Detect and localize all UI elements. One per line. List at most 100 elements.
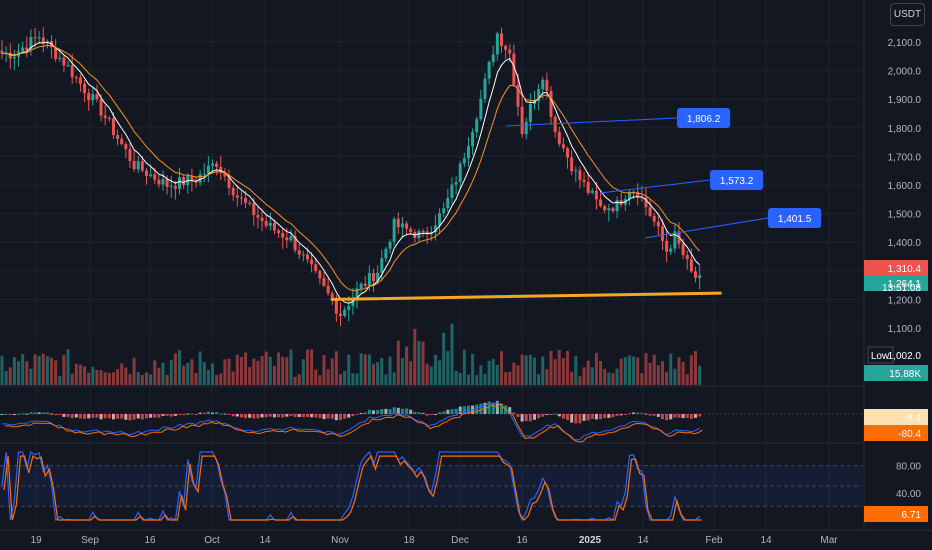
currency-button[interactable]: USDT bbox=[890, 3, 925, 26]
macd-histogram-bar bbox=[491, 402, 495, 414]
candle-body bbox=[615, 200, 619, 212]
candle-body bbox=[107, 118, 111, 120]
macd-histogram-bar bbox=[78, 414, 82, 419]
volume-bar bbox=[578, 376, 582, 385]
macd-histogram-bar bbox=[256, 414, 260, 419]
callout-badge[interactable] bbox=[768, 208, 822, 228]
price-tick-label: 1,400.0 bbox=[888, 238, 922, 249]
low-value: 1,002.0 bbox=[888, 351, 922, 362]
time-tick-label: 18 bbox=[403, 535, 415, 546]
macd-histogram-bar bbox=[528, 414, 532, 422]
candle-body bbox=[512, 53, 516, 85]
volume-bar bbox=[454, 370, 458, 385]
time-tick-label: 16 bbox=[144, 535, 156, 546]
candle-body bbox=[318, 271, 322, 279]
macd-histogram-bar bbox=[545, 414, 549, 415]
volume-bar bbox=[417, 340, 421, 385]
candle-body bbox=[520, 106, 524, 135]
volume-bar bbox=[553, 359, 557, 385]
candle-body bbox=[541, 79, 545, 90]
volume-bar bbox=[615, 368, 619, 385]
volume-bar bbox=[227, 358, 231, 385]
candle-body bbox=[116, 135, 120, 139]
macd-histogram-bar bbox=[248, 414, 252, 418]
macd-histogram-bar bbox=[462, 406, 466, 414]
volume-bar bbox=[260, 355, 264, 385]
macd-histogram-bar bbox=[669, 414, 673, 420]
candle-body bbox=[305, 254, 309, 260]
macd-histogram-bar bbox=[384, 408, 388, 414]
price-callouts[interactable]: 1,806.2 1,573.2 1,401.5 bbox=[505, 108, 822, 239]
volume-bar bbox=[533, 357, 537, 385]
candle-body bbox=[388, 241, 392, 249]
candle-body bbox=[289, 236, 293, 241]
volume-bar bbox=[640, 373, 644, 385]
callout-badge[interactable] bbox=[710, 170, 764, 190]
macd-histogram-bar bbox=[285, 414, 289, 417]
low-label: Low bbox=[871, 351, 890, 362]
price-tick-label: 1,600.0 bbox=[888, 181, 922, 192]
macd-histogram-bar bbox=[186, 413, 190, 415]
candle-body bbox=[70, 65, 74, 78]
volume-bar bbox=[95, 369, 99, 385]
candle-body bbox=[652, 215, 656, 222]
macd-histogram-bar bbox=[524, 414, 528, 422]
candle-body bbox=[363, 283, 367, 286]
macd-histogram-bar bbox=[293, 414, 297, 418]
macd-histogram-bar bbox=[50, 413, 54, 415]
volume-bar bbox=[557, 349, 561, 385]
candle-body bbox=[41, 37, 45, 44]
macd-histogram-bar bbox=[681, 414, 685, 419]
candle-body bbox=[103, 115, 107, 119]
volume-bar bbox=[144, 372, 148, 385]
callout-badge[interactable] bbox=[677, 108, 731, 128]
macd-histogram-bar bbox=[677, 414, 681, 418]
macd-histogram-bar bbox=[289, 414, 293, 416]
candle-body bbox=[594, 190, 598, 200]
volume-bar bbox=[380, 358, 384, 385]
candle-body bbox=[669, 248, 673, 252]
macd-histogram-value: -6.4 bbox=[904, 413, 922, 424]
volume-bar bbox=[590, 367, 594, 385]
macd-histogram-bar bbox=[83, 414, 87, 419]
volume-bar bbox=[54, 360, 58, 385]
volume-bar bbox=[685, 374, 689, 385]
support-trendline[interactable] bbox=[330, 291, 722, 301]
candle-body bbox=[293, 236, 297, 251]
macd-histogram-bar bbox=[363, 412, 367, 414]
volume-bar bbox=[235, 354, 239, 385]
volume-bar bbox=[652, 354, 656, 385]
candle-body bbox=[54, 47, 58, 59]
volume-bar bbox=[264, 351, 268, 385]
macd-histogram-bar bbox=[33, 412, 37, 414]
volume-bar bbox=[665, 371, 669, 385]
callout-label: 1,401.5 bbox=[778, 214, 812, 225]
candlestick-series bbox=[0, 27, 702, 327]
volume-bar bbox=[87, 372, 91, 385]
volume-bar bbox=[322, 354, 326, 385]
candle-body bbox=[557, 131, 561, 145]
last-price-value: 1,264.1 bbox=[888, 279, 922, 290]
volume-bar bbox=[483, 373, 487, 385]
volume-bar bbox=[450, 323, 454, 385]
macd-histogram-bar bbox=[264, 414, 268, 418]
volume-bar bbox=[363, 354, 367, 385]
macd-signal-line bbox=[4, 403, 703, 443]
time-axis: 19 Sep 16 Oct 14 Nov 18 Dec 16 2025 14 Feb 14 Mar bbox=[0, 529, 932, 546]
stoch-d-line bbox=[3, 454, 702, 521]
volume-bar bbox=[347, 354, 351, 385]
candle-body bbox=[471, 132, 475, 147]
macd-histogram-bar bbox=[603, 414, 607, 419]
macd-histogram-bar bbox=[673, 414, 677, 418]
volume-bar bbox=[372, 363, 376, 385]
volume-bar bbox=[99, 370, 103, 385]
candle-body bbox=[128, 149, 132, 162]
macd-line bbox=[1, 401, 700, 441]
volume-bar bbox=[603, 368, 607, 385]
macd-histogram-bar bbox=[537, 414, 541, 419]
candle-body bbox=[685, 255, 689, 260]
macd-histogram-bar bbox=[66, 414, 70, 417]
volume-bar bbox=[103, 372, 107, 385]
candle-body bbox=[124, 143, 128, 150]
